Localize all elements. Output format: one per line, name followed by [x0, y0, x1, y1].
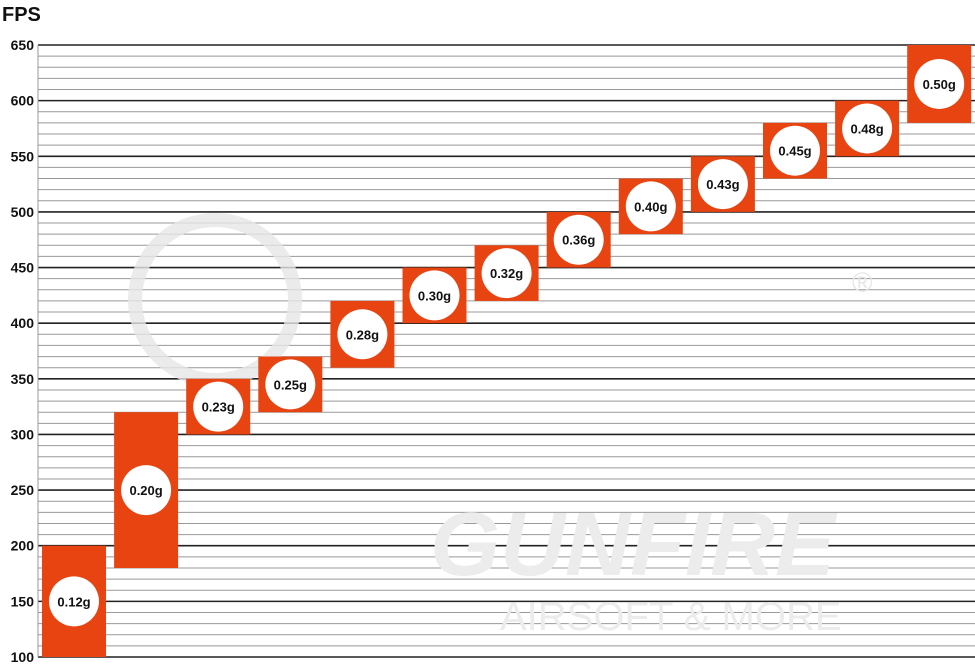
- bar-label-circle: [697, 159, 748, 210]
- bar-label-circle: [121, 465, 172, 516]
- y-tick-label: 350: [11, 371, 35, 387]
- bar-label: 0.28g: [346, 327, 379, 342]
- y-tick-label: 250: [11, 482, 35, 498]
- bar-label-circle: [625, 181, 676, 232]
- bar-label-circle: [553, 214, 604, 265]
- y-tick-label: 500: [11, 204, 35, 220]
- bar-label-circle: [842, 103, 893, 154]
- watermark-brand: GUNFIRE: [430, 495, 838, 595]
- bar-label: 0.30g: [418, 288, 451, 303]
- y-tick-label: 100: [11, 649, 35, 665]
- bar-label-circle: [193, 381, 244, 432]
- bar-label: 0.23g: [202, 400, 235, 415]
- y-tick-label: 650: [11, 37, 35, 53]
- y-tick-label: 450: [11, 260, 35, 276]
- y-tick-label: 150: [11, 593, 35, 609]
- bar-label-circle: [770, 125, 820, 176]
- bar-label: 0.32g: [490, 266, 523, 281]
- bar-label-circle: [914, 58, 965, 109]
- bar-label: 0.48g: [850, 121, 883, 136]
- bar-label-circle: [265, 359, 316, 410]
- bar-label: 0.50g: [923, 77, 956, 92]
- y-tick-label: 200: [11, 538, 35, 554]
- bar-label-circle: [49, 576, 99, 627]
- bar-label: 0.40g: [634, 199, 667, 214]
- bar-label: 0.45g: [778, 144, 811, 159]
- bar-label: 0.25g: [274, 377, 307, 392]
- bar-label-circle: [409, 270, 460, 321]
- watermark-logo-ring: [128, 213, 302, 387]
- y-tick-label: 400: [11, 315, 35, 331]
- bar-label: 0.43g: [706, 177, 739, 192]
- y-tick-label: 300: [11, 426, 35, 442]
- bar-label-circle: [337, 309, 388, 360]
- watermark-tagline: AIRSOFT & MORE: [500, 595, 842, 639]
- bar-label: 0.36g: [562, 233, 595, 248]
- bar-label-circle: [481, 248, 532, 299]
- bar-label: 0.12g: [57, 594, 90, 609]
- watermark-registered-mark: ®: [852, 267, 873, 298]
- y-tick-label: 600: [11, 93, 35, 109]
- y-tick-label: 550: [11, 148, 35, 164]
- bar-label: 0.20g: [129, 483, 162, 498]
- y-axis-label: FPS: [2, 4, 41, 26]
